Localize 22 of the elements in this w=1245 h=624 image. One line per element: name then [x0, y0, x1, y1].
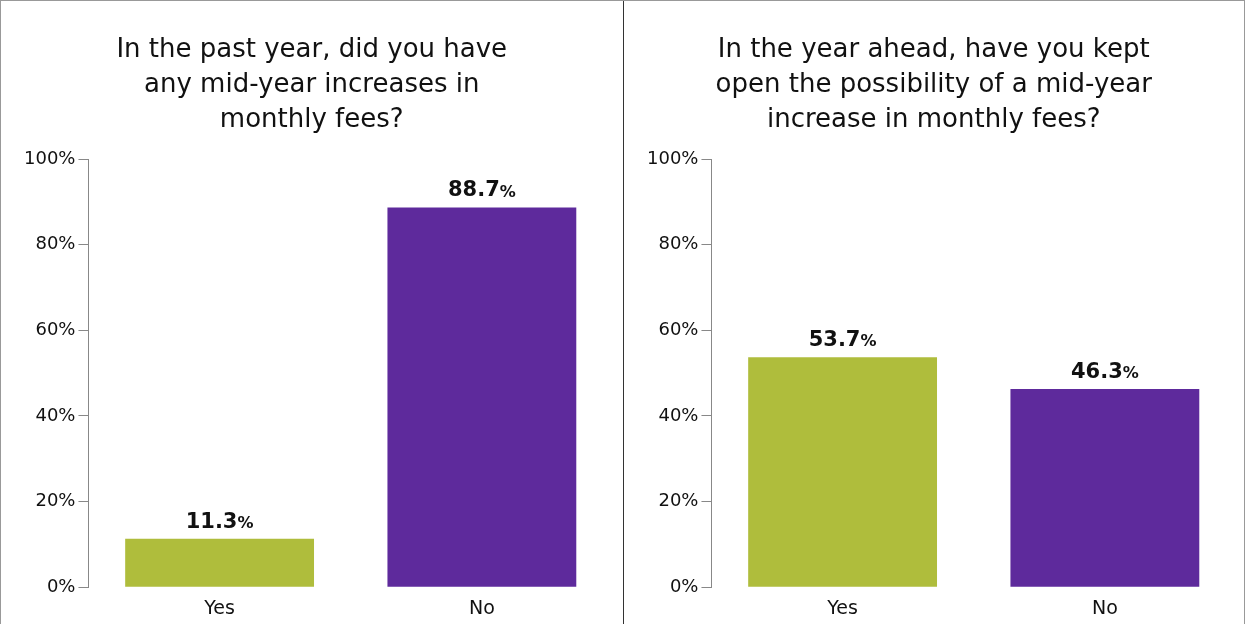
x-tick-label: Yes	[203, 595, 235, 618]
y-tick-label: 60%	[35, 317, 76, 339]
y-tick-label: 40%	[35, 403, 76, 425]
y-tick-label: 20%	[35, 489, 76, 511]
chart-title: In the year ahead, have you kept open the possibility of a mid-year increase in monthly fees?	[714, 32, 1153, 135]
y-tick-label: 80%	[35, 232, 76, 254]
y-tick-label: 80%	[657, 232, 698, 254]
chart-title: In the past year, did you have any mid-year increases in monthly fees?	[115, 32, 509, 135]
x-tick-label: Yes	[825, 595, 858, 618]
y-tick-label: 20%	[657, 489, 698, 511]
data-label: 88.7%	[447, 177, 516, 202]
y-tick-label: 100%	[646, 146, 698, 168]
y-tick-label: 0%	[46, 574, 76, 596]
x-tick-label: No	[468, 595, 495, 618]
y-tick-label: 60%	[657, 317, 698, 339]
x-tick-label: No	[1091, 595, 1118, 618]
data-label: 46.3%	[1070, 358, 1139, 383]
y-tick-label: 0%	[669, 574, 698, 596]
y-tick-label: 100%	[23, 146, 76, 168]
data-label: 53.7%	[808, 327, 877, 352]
data-label: 11.3%	[185, 508, 254, 533]
y-tick-label: 40%	[657, 403, 698, 425]
